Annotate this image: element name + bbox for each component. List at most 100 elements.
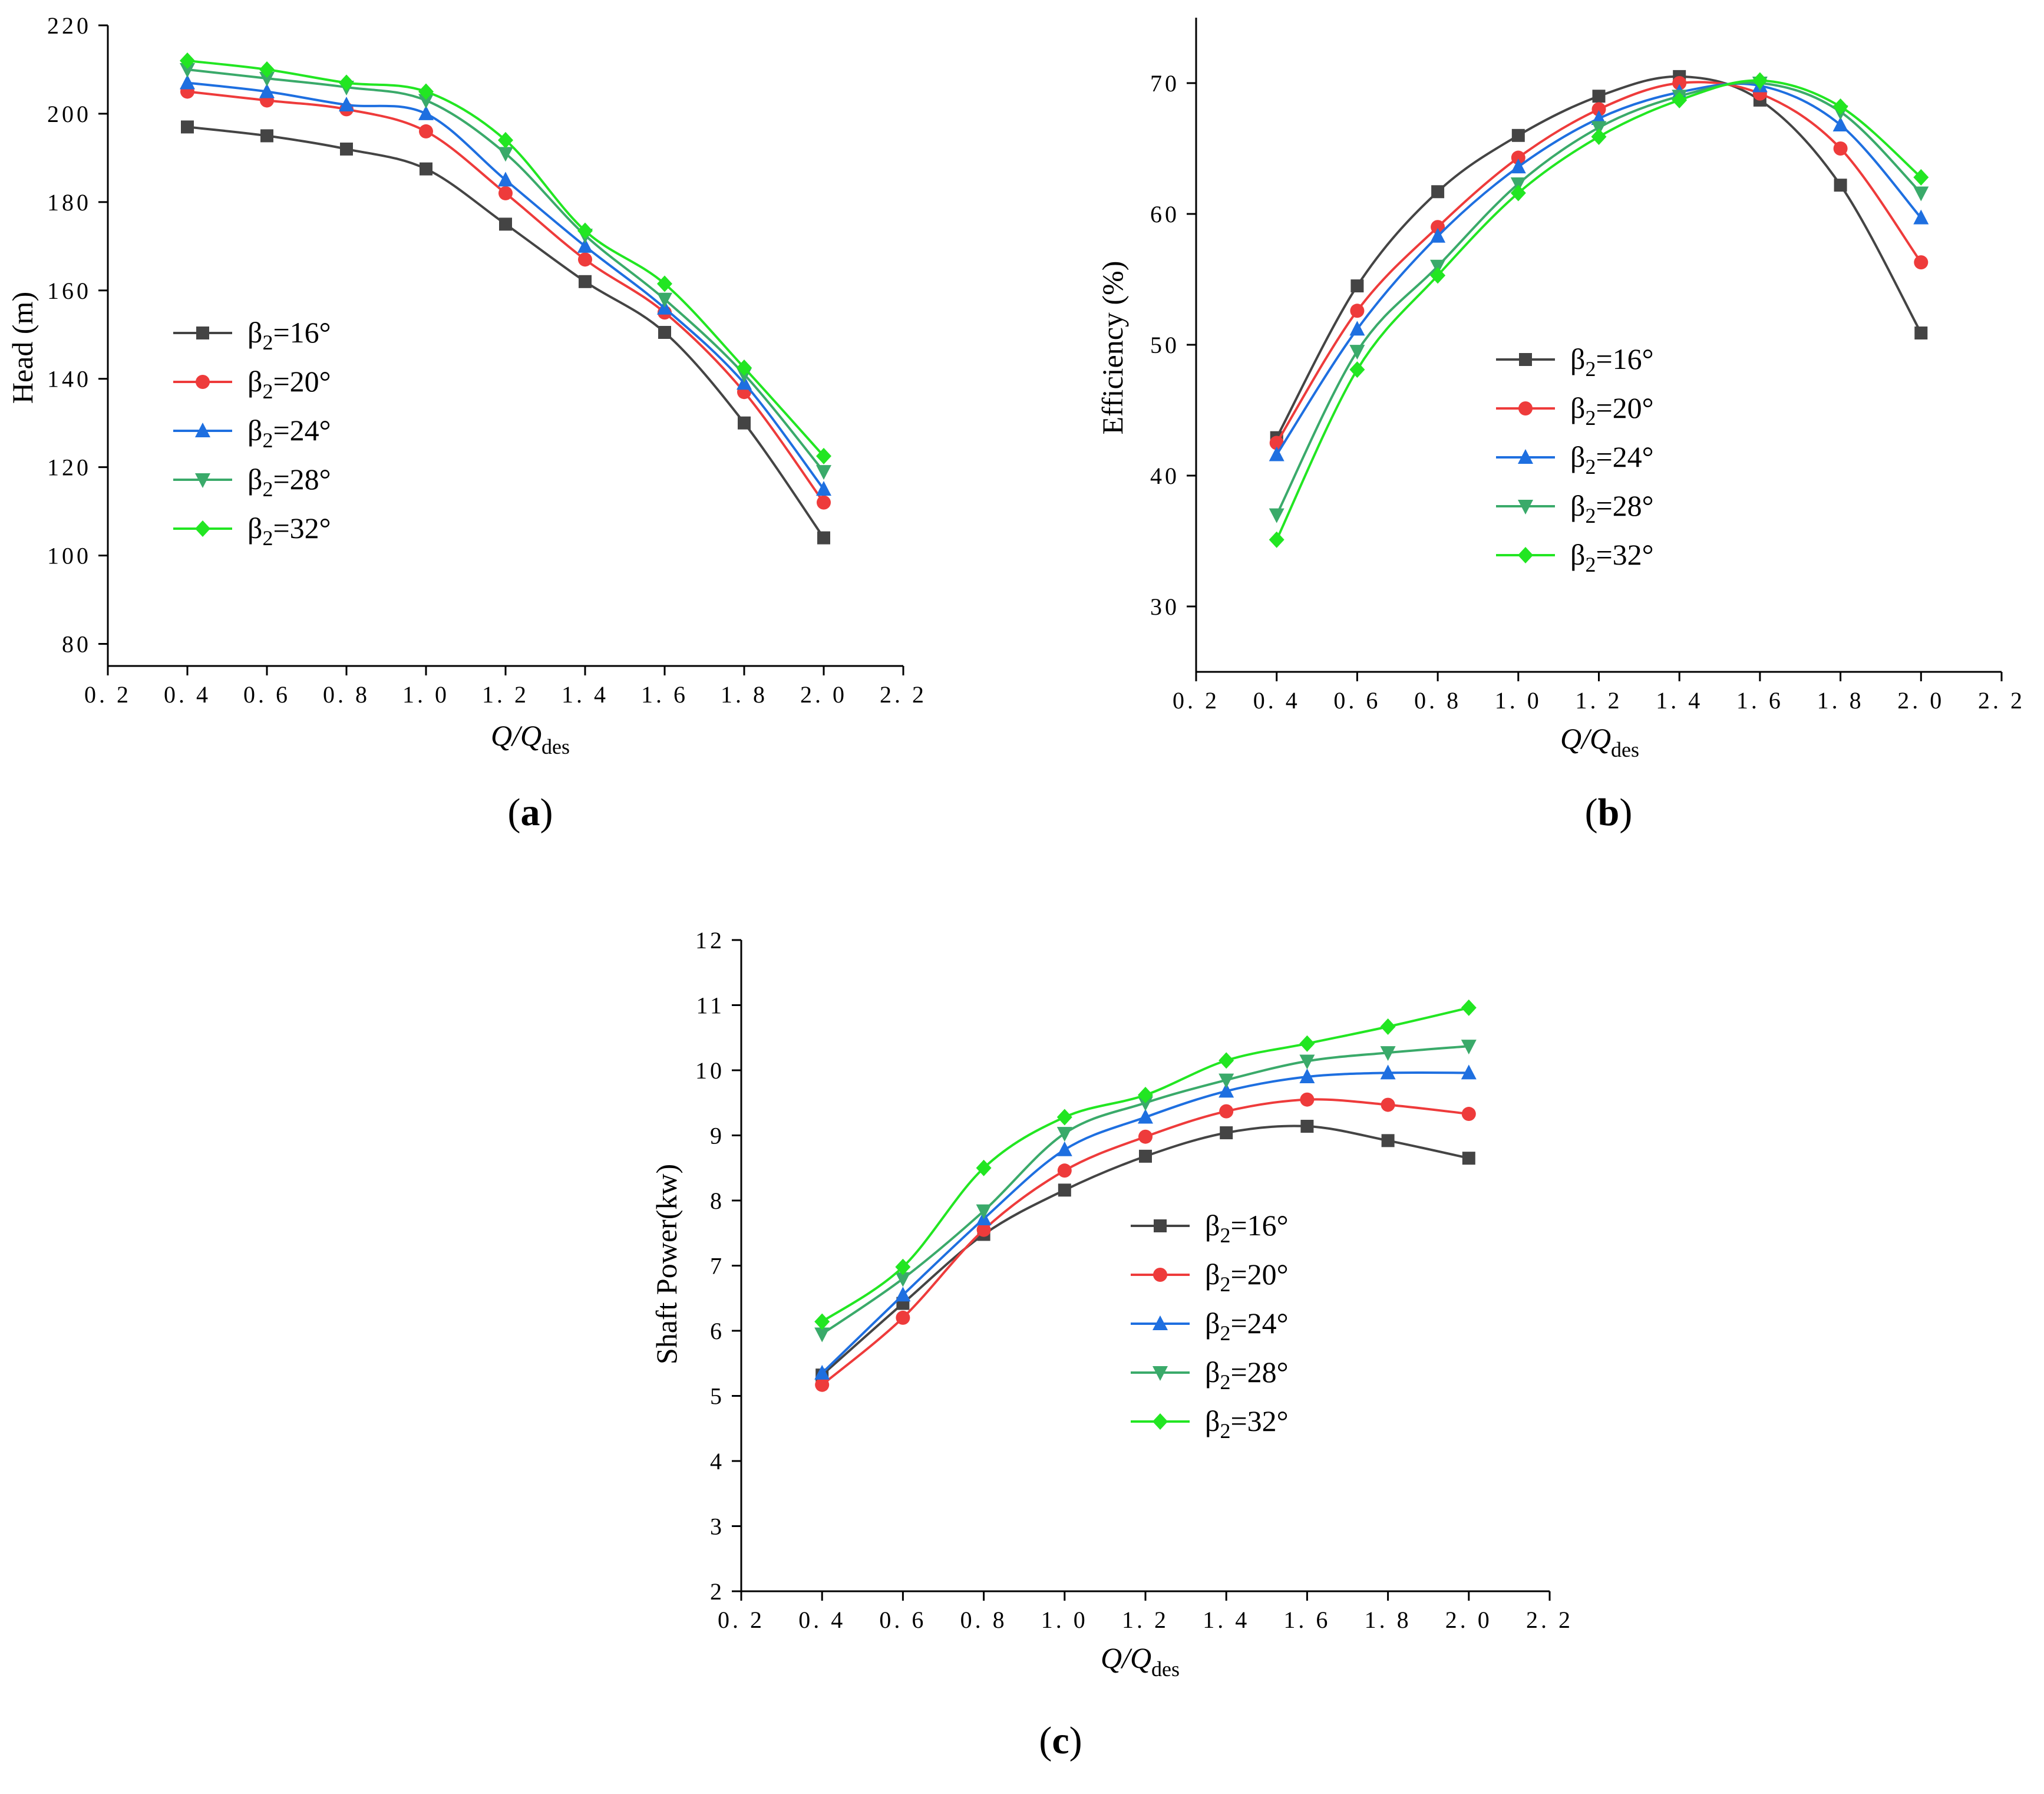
data-point	[181, 120, 194, 134]
data-point	[1462, 1152, 1475, 1165]
data-point	[1672, 76, 1687, 90]
data-point	[579, 275, 592, 288]
series-β2=20°	[1269, 76, 1929, 450]
data-point	[815, 1377, 830, 1392]
data-point	[418, 94, 434, 109]
data-point	[1058, 1183, 1071, 1197]
data-point	[1431, 185, 1445, 199]
y-tick-label: 70	[1150, 70, 1180, 97]
data-point	[895, 1287, 911, 1302]
chart-b: 0. 2 0. 4 0. 6 0. 8 1. 0 1. 2 1. 4 1. 6 1. 8 2. 0…	[1096, 18, 2022, 834]
x-tick-label: 1. 0	[402, 681, 450, 708]
data-point	[578, 252, 592, 267]
data-point	[895, 1272, 911, 1287]
legend-marker	[195, 520, 210, 537]
series-β2=32°	[814, 999, 1477, 1330]
data-point	[1299, 1069, 1315, 1084]
data-point	[976, 1222, 991, 1237]
y-tick-label: 4	[710, 1448, 725, 1475]
legend-label: β2=32°	[1205, 1404, 1289, 1443]
y-tick-label: 11	[696, 992, 725, 1019]
legend-entry: β2=20°	[173, 365, 331, 403]
y-tick-label: 12	[695, 927, 725, 954]
legend-entry: β2=32°	[1496, 538, 1654, 576]
series-line	[187, 60, 825, 457]
data-point	[1834, 179, 1847, 192]
legend-marker	[1153, 1315, 1168, 1330]
data-point	[1430, 259, 1446, 275]
data-point	[498, 147, 513, 162]
y-tick-label: 7	[710, 1253, 725, 1279]
series-line	[821, 1071, 1469, 1374]
data-point	[814, 1327, 830, 1343]
series-line	[187, 126, 825, 539]
data-point	[1591, 121, 1607, 136]
series-line	[1275, 81, 1922, 444]
legend-entry: β2=20°	[1496, 391, 1654, 430]
legend-entry: β2=28°	[1496, 489, 1654, 527]
data-point	[1138, 1109, 1153, 1124]
data-point	[259, 61, 275, 78]
data-point	[1914, 255, 1929, 270]
x-tick-label: 1. 8	[721, 681, 768, 708]
data-point	[817, 495, 831, 510]
data-point	[260, 129, 273, 143]
data-point	[420, 162, 432, 176]
data-point	[1299, 1054, 1315, 1070]
data-point	[1219, 1083, 1234, 1098]
legend-marker	[196, 375, 210, 389]
data-point	[816, 447, 831, 464]
series-β2=16°	[181, 120, 830, 545]
chart-c: 0. 2 0. 4 0. 6 0. 8 1. 0 1. 2 1. 4 1. 6 1. 8 2. 0…	[650, 927, 1573, 1762]
x-tick-label: 0. 2	[1173, 687, 1220, 714]
y-tick-label: 200	[47, 101, 91, 127]
x-tick-label: 1. 2	[1122, 1607, 1169, 1633]
data-point	[419, 124, 433, 138]
y-tick-label: 5	[710, 1383, 725, 1410]
y-tick-label: 9	[710, 1123, 725, 1149]
x-tick-label: 0. 6	[1333, 687, 1381, 714]
data-point	[1300, 1092, 1315, 1107]
legend-entry: β2=24°	[1496, 440, 1654, 479]
legend-label: β2=20°	[1570, 391, 1654, 430]
data-point	[1380, 1018, 1396, 1035]
x-tick-label: 1. 6	[641, 681, 688, 708]
x-tick-label: 2. 0	[1897, 687, 1944, 714]
data-point	[180, 74, 195, 90]
legend-marker	[1153, 1413, 1168, 1430]
data-point	[1350, 304, 1365, 318]
data-point	[816, 481, 831, 496]
series-β2=24°	[814, 1064, 1477, 1380]
y-tick-label: 220	[47, 12, 91, 39]
data-point	[1269, 436, 1284, 450]
data-point	[814, 1364, 830, 1380]
legend-entry: β2=24°	[1131, 1307, 1289, 1345]
legend-label: β2=20°	[247, 365, 331, 403]
x-tick-label: 1. 2	[482, 681, 529, 708]
data-point	[1269, 446, 1284, 461]
x-tick-label: 2. 0	[1445, 1607, 1492, 1633]
data-point	[657, 292, 672, 308]
data-point	[1430, 227, 1446, 243]
y-tick-label: 3	[710, 1513, 725, 1540]
data-point	[577, 222, 593, 239]
y-tick-label: 100	[47, 543, 91, 569]
legend-marker	[1153, 1268, 1167, 1282]
x-tick-label: 1. 4	[562, 681, 609, 708]
x-tick-label: 1. 4	[1203, 1607, 1250, 1633]
y-axis-label: Shaft Power(kw)	[650, 1164, 683, 1364]
legend-label: β2=24°	[1205, 1307, 1289, 1345]
y-axis-label: Head (m)	[6, 292, 39, 404]
data-point	[1381, 1097, 1395, 1112]
legend-entry: β2=16°	[1496, 342, 1654, 381]
legend-label: β2=24°	[1570, 440, 1654, 479]
data-point	[1913, 209, 1929, 225]
y-axis-label: Efficiency (%)	[1096, 261, 1129, 435]
data-point	[1380, 1046, 1396, 1061]
data-point	[1461, 1040, 1477, 1055]
data-point	[1138, 1096, 1153, 1112]
x-tick-label: 2. 2	[1526, 1607, 1573, 1633]
data-point	[1381, 1134, 1395, 1147]
x-tick-label: 1. 8	[1817, 687, 1864, 714]
data-point	[1672, 91, 1688, 108]
